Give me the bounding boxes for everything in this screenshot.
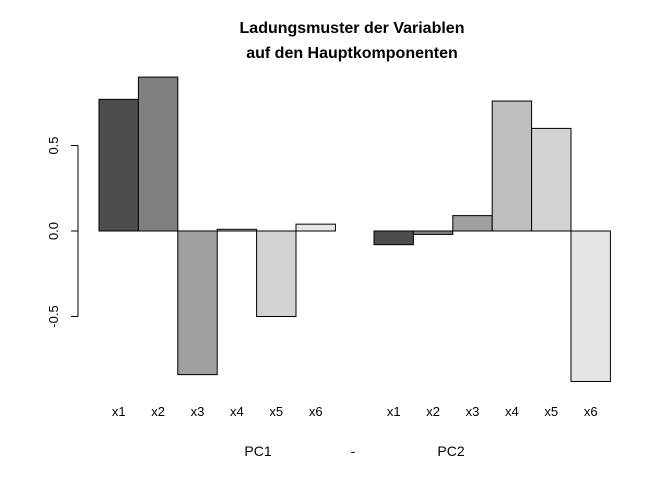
bar-pc1-x5 bbox=[256, 230, 297, 317]
bar-pc2-x3 bbox=[452, 215, 493, 232]
bars-group bbox=[98, 76, 611, 382]
x-tick-label: x1 bbox=[112, 404, 126, 419]
x-tick-label: x3 bbox=[466, 404, 480, 419]
bar-pc2-x1 bbox=[373, 230, 414, 246]
bar-pc2-x5 bbox=[531, 127, 572, 232]
y-tick-label: 0.0 bbox=[46, 222, 61, 240]
y-tick-label: -0.5 bbox=[46, 305, 61, 327]
x-tick-label: x1 bbox=[387, 404, 401, 419]
x-tick-label: x2 bbox=[426, 404, 440, 419]
x-tick-label: x4 bbox=[230, 404, 244, 419]
bar-pc1-x3 bbox=[177, 230, 218, 376]
chart-title-line-1: Ladungsmuster der Variablen bbox=[240, 20, 465, 37]
x-tick-label: x3 bbox=[191, 404, 205, 419]
x-tick-label: x5 bbox=[544, 404, 558, 419]
y-tick-label: 0.5 bbox=[46, 136, 61, 154]
bar-pc1-x6 bbox=[295, 223, 336, 232]
bar-pc2-x2 bbox=[412, 230, 454, 235]
group-label-pc2: PC2 bbox=[437, 443, 464, 459]
y-axis: -0.5 0.0 0.5 bbox=[46, 136, 79, 328]
bar-pc2-x4 bbox=[491, 100, 533, 232]
group-label-separator: - bbox=[351, 443, 356, 459]
x-tick-label: x4 bbox=[505, 404, 519, 419]
bar-pc1-x1 bbox=[98, 98, 139, 232]
bar-pc1-x2 bbox=[137, 76, 179, 232]
x-tick-label: x6 bbox=[309, 404, 323, 419]
x-tick-label: x6 bbox=[584, 404, 598, 419]
bar-pc1-x4 bbox=[216, 228, 258, 232]
bar-pc2-x6 bbox=[570, 230, 611, 382]
x-tick-label: x2 bbox=[151, 404, 165, 419]
x-tick-labels: x1 x2 x3 x4 x5 x6 x1 x2 x3 x4 x5 x6 bbox=[112, 404, 598, 419]
chart-title-line-2: auf den Hauptkomponenten bbox=[246, 45, 458, 62]
group-label-pc1: PC1 bbox=[244, 443, 271, 459]
x-tick-label: x5 bbox=[269, 404, 283, 419]
